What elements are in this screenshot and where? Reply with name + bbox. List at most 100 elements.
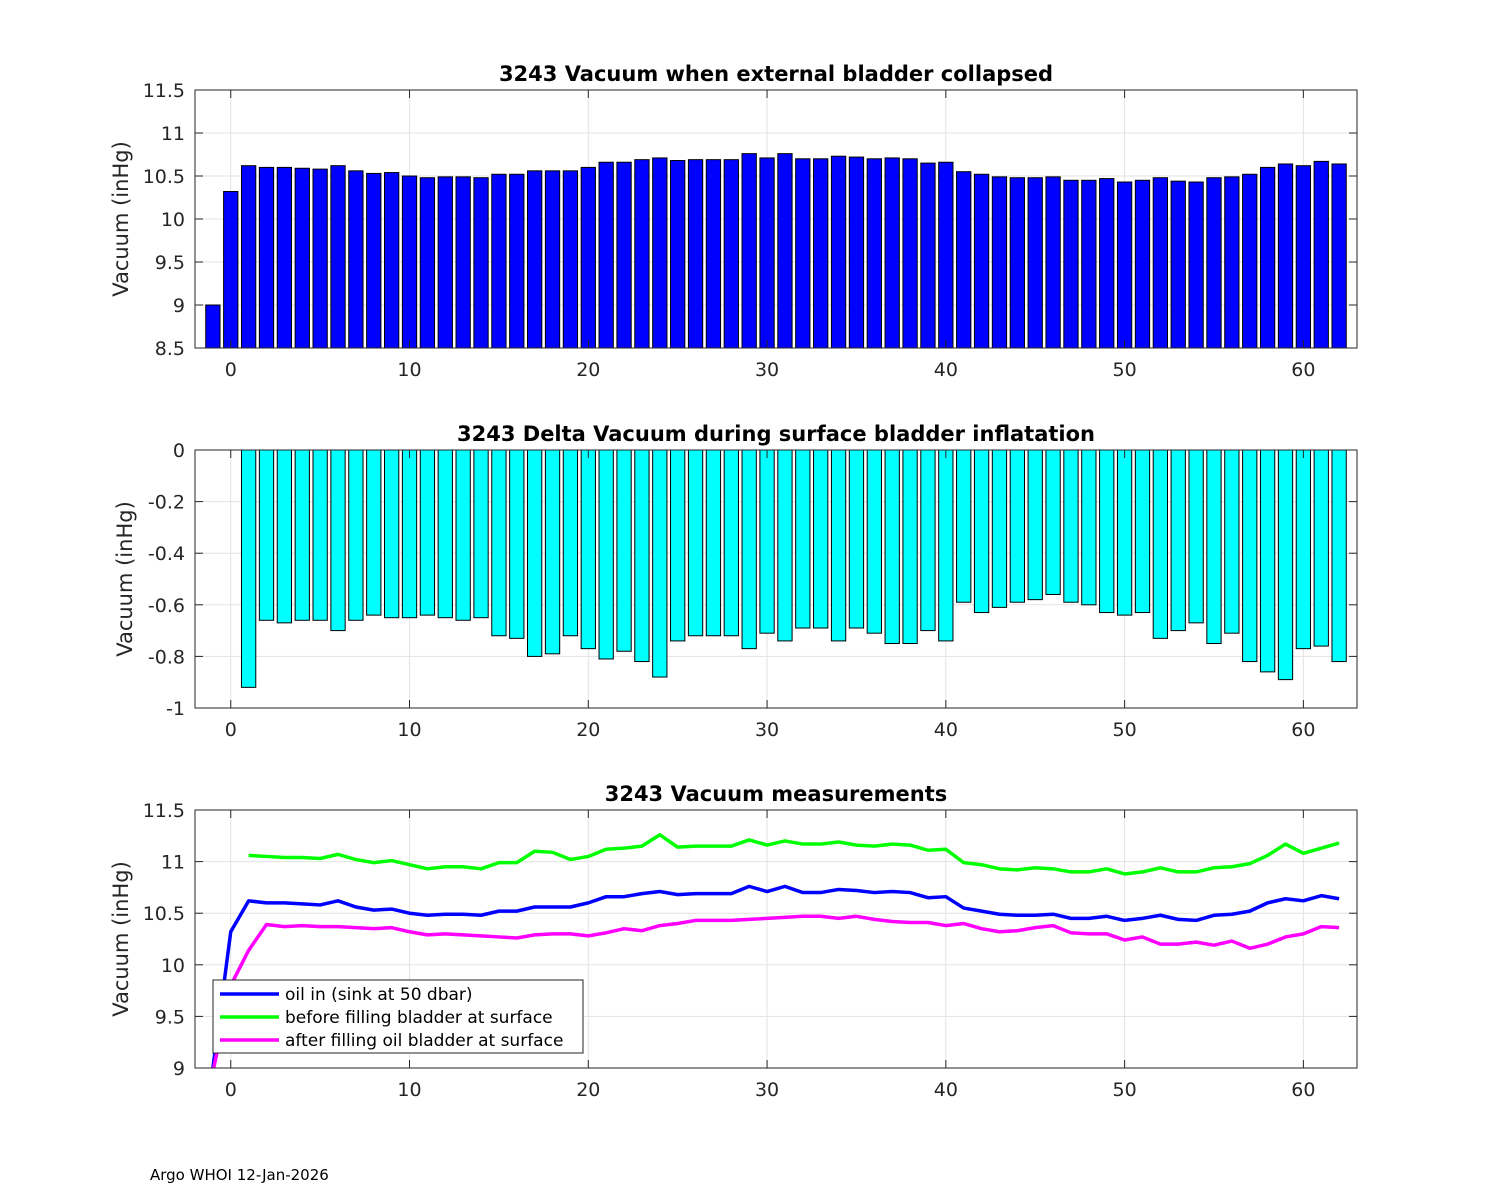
series-line [211,914,1340,1068]
y-tick-label: 11 [161,123,185,145]
bar [670,160,686,348]
bar [1027,177,1043,348]
bar [1259,450,1276,673]
bar [1242,173,1258,348]
bar [759,450,775,634]
axes-box [194,449,1358,709]
bar [687,159,704,348]
bar [813,158,829,348]
y-tick-label: -0.8 [148,646,185,668]
y-tick-label: -1 [166,698,185,720]
x-tick-label: 0 [225,359,237,381]
legend-label: after filling oil bladder at surface [285,1031,563,1051]
bar [616,161,632,348]
bar [759,157,775,348]
y-tick-label: 10.5 [143,903,185,925]
bar [509,450,525,639]
y-tick-label: 9.5 [155,252,185,274]
bar [1206,450,1222,644]
panel-vacuum-collapsed: 0 10 20 30 40 50 60 8.5 9 9.5 10 10.5 11 11.5 3243 Vac… [109,62,1358,381]
bar [544,170,561,348]
bar [830,450,847,642]
y-tick-label: -0.6 [148,595,185,617]
x-tick-label: 30 [755,359,779,381]
bar [509,173,525,348]
x-tick-label: 20 [576,359,600,381]
x-tick-label: 50 [1113,359,1137,381]
bar [527,450,543,657]
bar [884,157,900,348]
bar [616,450,632,652]
bar [1331,163,1347,348]
bar [687,450,704,637]
y-axis-label: Vacuum (inHg) [109,141,133,297]
bar [1277,450,1294,681]
bar [240,450,257,688]
bar [1331,450,1347,663]
bar [1081,179,1097,348]
bar [1170,180,1186,348]
bar [1045,450,1061,595]
bar [473,450,489,619]
bar [348,450,364,621]
bar [991,450,1008,608]
x-tick-label: 40 [934,1079,958,1101]
y-tick-label: 10 [161,955,185,977]
bar [866,450,882,634]
bar [902,158,918,348]
bar [366,450,382,616]
axes-box [194,809,1358,1069]
bar [419,177,436,348]
bar [884,450,900,644]
bar [223,190,239,348]
bar [741,450,757,650]
bar [848,156,865,348]
panel-delta-vacuum: 0 10 20 30 40 50 60 -1 -0.8 -0.6 -0.4 -0.2 0 3243 Del… [113,422,1358,741]
x-tick-label: 50 [1113,719,1137,741]
y-tick-label: 8.5 [155,338,185,360]
bar [1116,450,1133,616]
x-tick-label: 10 [397,359,421,381]
bar [1009,450,1025,603]
bar [956,171,972,348]
y-tick-label: 10.5 [143,166,185,188]
x-tick-label: 10 [397,1079,421,1101]
bar [1313,450,1329,647]
bar [1081,450,1097,606]
bar [705,450,722,637]
y-tick-label: 9.5 [155,1006,185,1028]
footer-credit: Argo WHOI 12-Jan-2026 [150,1166,329,1184]
bar [991,176,1008,348]
bar [473,177,489,348]
bar [258,450,275,621]
legend-label: before filling bladder at surface [285,1008,553,1028]
x-tick-label: 30 [755,1079,779,1101]
bar [920,450,936,632]
y-tick-label: -0.2 [148,492,185,514]
chart-title: 3243 Delta Vacuum during surface bladder… [457,422,1095,446]
bar [1277,163,1294,348]
bar [419,450,436,616]
bar [240,165,257,348]
bar [598,450,614,660]
bar [455,450,471,621]
x-tick-label: 30 [755,719,779,741]
bar [1295,165,1312,348]
bar [1099,178,1115,348]
y-tick-label: 9 [173,1058,185,1080]
bar [276,166,293,348]
bar [1242,450,1258,663]
bar [973,450,990,614]
bar [777,153,793,348]
bar [902,450,918,644]
bar [384,172,400,348]
x-tick-label: 60 [1291,719,1315,741]
bar [1295,450,1312,650]
x-tick-label: 60 [1291,359,1315,381]
bar [580,450,596,650]
bar [294,450,310,621]
bar [312,168,328,348]
bar [848,450,865,629]
series-line [211,884,1340,1068]
bar [920,162,936,348]
